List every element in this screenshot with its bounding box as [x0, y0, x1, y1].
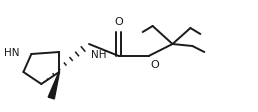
Text: NH: NH — [91, 50, 107, 60]
Polygon shape — [48, 72, 60, 99]
Text: O: O — [151, 60, 159, 70]
Text: O: O — [115, 17, 123, 27]
Text: HN: HN — [4, 48, 19, 58]
